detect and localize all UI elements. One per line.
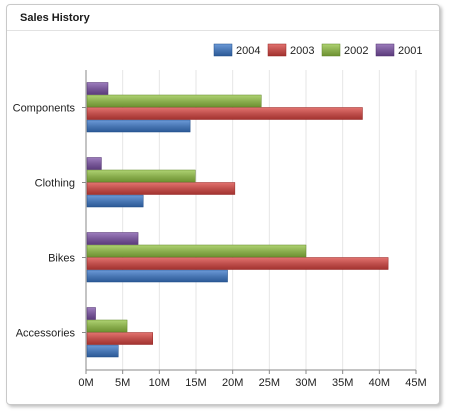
x-tick-label: 15M	[185, 377, 206, 389]
y-tick-label-accessories: Accessories	[16, 328, 76, 340]
bar-2001-accessories	[86, 307, 96, 320]
bar-2002-bikes	[86, 244, 307, 258]
legend-label-2002: 2002	[344, 45, 368, 57]
x-tick-label: 0M	[78, 377, 93, 389]
bar-2001-clothing	[86, 157, 102, 170]
legend-swatch-2002	[321, 43, 341, 57]
bar-2002-components	[86, 94, 262, 108]
bar-2004-bikes	[86, 269, 228, 283]
x-tick-label: 30M	[295, 377, 316, 389]
x-tick-label: 10M	[149, 377, 170, 389]
chart-panel: Sales History	[6, 4, 440, 405]
legend-label-2004: 2004	[236, 45, 260, 57]
legend-label-2001: 2001	[398, 45, 422, 57]
y-tick-label-clothing: Clothing	[35, 178, 75, 190]
x-tick-label: 35M	[332, 377, 353, 389]
legend-swatch-2003	[267, 43, 287, 57]
x-tick-label: 25M	[259, 377, 280, 389]
panel-title: Sales History	[20, 12, 90, 24]
legend-swatch-2001	[375, 43, 395, 57]
bar-2001-bikes	[86, 232, 139, 245]
panel-header: Sales History	[7, 5, 439, 31]
bar-2004-clothing	[86, 194, 144, 208]
x-tick-label: 45M	[405, 377, 426, 389]
x-tick-label: 5M	[115, 377, 130, 389]
bar-2003-components	[86, 107, 363, 120]
x-tick-label: 20M	[222, 377, 243, 389]
bar-2004-components	[86, 119, 191, 133]
y-tick-label-components: Components	[13, 103, 76, 115]
x-tick-label: 40M	[369, 377, 390, 389]
legend-swatch-2004	[213, 43, 233, 57]
bar-2003-clothing	[86, 182, 236, 195]
bar-2001-components	[86, 82, 109, 95]
bar-2002-clothing	[86, 169, 196, 183]
bar-2004-accessories	[86, 344, 119, 358]
bar-2003-accessories	[86, 332, 153, 345]
bar-2003-bikes	[86, 257, 389, 270]
y-tick-label-bikes: Bikes	[48, 253, 75, 265]
legend-label-2003: 2003	[290, 45, 314, 57]
bar-2002-accessories	[86, 319, 128, 333]
